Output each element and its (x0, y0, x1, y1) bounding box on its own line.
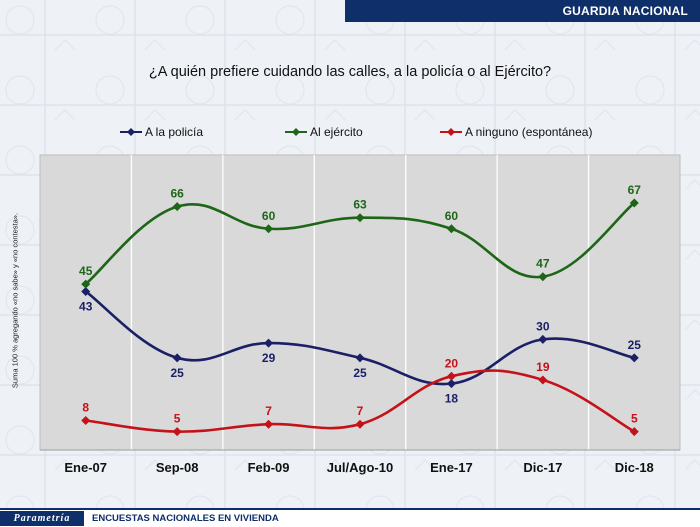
data-point (264, 224, 274, 234)
data-point (355, 353, 365, 363)
data-label: 19 (536, 360, 550, 374)
data-label: 30 (536, 319, 550, 333)
data-label: 66 (170, 187, 184, 201)
header-bar: GUARDIA NACIONAL (345, 0, 700, 22)
data-label: 8 (82, 401, 89, 415)
data-label: 63 (353, 198, 367, 212)
data-point (629, 198, 639, 208)
data-point (264, 419, 274, 429)
legend-marker-ejercito (285, 128, 307, 136)
data-point (629, 353, 639, 363)
data-label: 60 (262, 209, 276, 223)
data-label: 25 (628, 338, 642, 352)
footer-text: ENCUESTAS NACIONALES EN VIVIENDA (92, 513, 279, 524)
data-point (172, 353, 182, 363)
data-point (355, 213, 365, 223)
data-label: 7 (265, 404, 272, 418)
data-point (172, 202, 182, 212)
data-point (446, 224, 456, 234)
data-point (446, 371, 456, 381)
legend-label-ninguno: A ninguno (espontánea) (465, 125, 593, 139)
x-tick-label: Ene-17 (430, 460, 473, 475)
data-label: 7 (357, 404, 364, 418)
legend-item-ejercito: Al ejército (285, 125, 363, 139)
x-tick-label: Sep-08 (156, 460, 199, 475)
x-tick-label: Jul/Ago-10 (327, 460, 393, 475)
data-point (81, 286, 91, 296)
legend-item-ninguno: A ninguno (espontánea) (440, 125, 592, 139)
data-label: 47 (536, 257, 550, 271)
data-label: 43 (79, 299, 93, 313)
data-label: 29 (262, 351, 276, 365)
section-title: GUARDIA NACIONAL (562, 4, 688, 18)
data-label: 25 (170, 366, 184, 380)
survey-question: ¿A quién prefiere cuidando las calles, a… (148, 64, 552, 80)
data-point (172, 427, 182, 437)
data-label: 18 (445, 392, 459, 406)
data-point (81, 416, 91, 425)
data-label: 20 (445, 356, 459, 370)
legend-marker-policia (120, 128, 142, 136)
data-point (81, 279, 91, 289)
footer: Parametría ENCUESTAS NACIONALES EN VIVIE… (0, 508, 700, 527)
data-label: 5 (631, 412, 638, 426)
data-label: 5 (174, 412, 181, 426)
legend-item-policia: A la policía (120, 125, 203, 139)
data-label: 67 (628, 183, 642, 197)
data-label: 45 (79, 264, 93, 278)
x-tick-label: Ene-07 (64, 460, 107, 475)
data-point (355, 419, 365, 429)
data-label: 25 (353, 366, 367, 380)
legend-label-ejercito: Al ejército (310, 125, 363, 139)
data-point (538, 272, 548, 282)
plot-area (39, 154, 681, 451)
data-point (538, 375, 548, 385)
data-point (264, 338, 274, 348)
data-label: 60 (445, 209, 459, 223)
x-tick-label: Dic-17 (523, 460, 562, 475)
legend-marker-ninguno (440, 128, 462, 136)
data-point (446, 379, 456, 389)
legend-label-policia: A la policía (145, 125, 204, 139)
x-tick-label: Feb-09 (248, 460, 290, 475)
data-point (538, 334, 548, 344)
data-point (629, 427, 639, 437)
parametria-logo: Parametría (0, 511, 84, 526)
y-axis-note: Suma 100 % agregando «no sabe» y «no con… (10, 212, 20, 389)
legend: A la policía Al ejército A ninguno (espo… (0, 125, 700, 143)
x-tick-label: Dic-18 (615, 460, 654, 475)
